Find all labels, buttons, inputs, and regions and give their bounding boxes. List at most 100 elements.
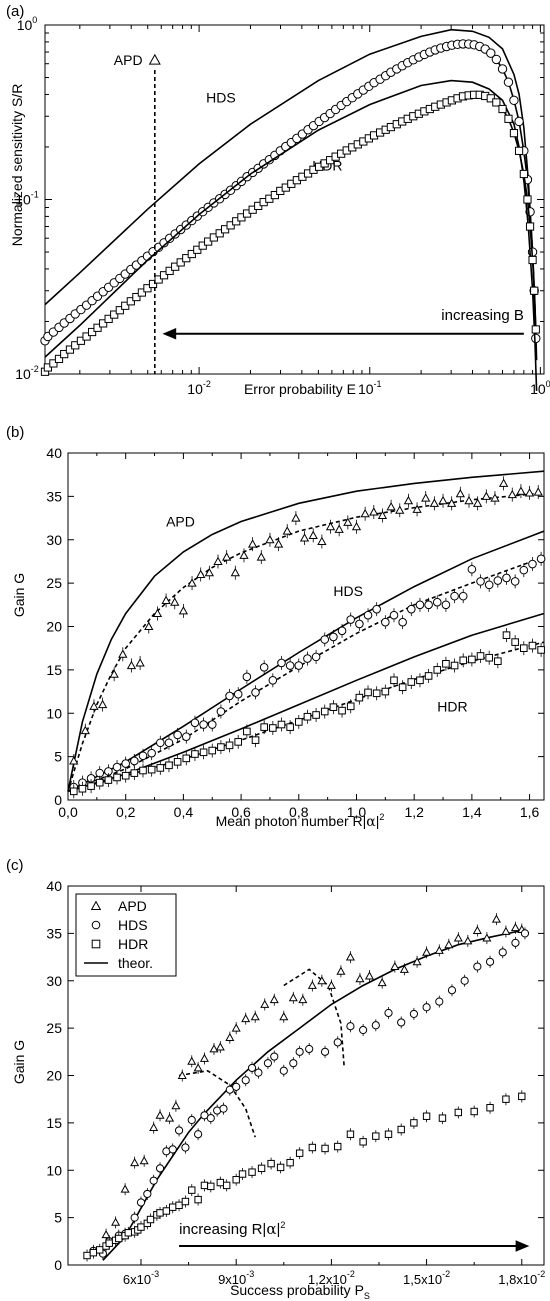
- panel-b-point-apd: [118, 649, 128, 658]
- panel-b-point-apd: [429, 498, 440, 507]
- panel-a-point-hdr: [509, 129, 519, 138]
- panel-b-point-hdr: [450, 661, 459, 670]
- panel-b-point-apd: [239, 550, 249, 559]
- panel-c-ytick-label: 15: [46, 1115, 62, 1131]
- panel-b-point-hdr: [165, 761, 173, 770]
- panel-c-point-hds: [194, 1130, 203, 1139]
- panel-b-ylabel: Gain G: [11, 573, 27, 617]
- panel-b-theory-hds: [67, 530, 545, 793]
- panel-c-point-hds: [498, 948, 507, 957]
- panel-c-point-hds: [289, 1059, 298, 1068]
- panel-b-point-hdr: [147, 765, 156, 774]
- panel-c-xlabel: Success probability PS: [230, 1282, 370, 1301]
- panel-b-xtick-label: 0,4: [174, 804, 194, 820]
- panel-a-point-hdr: [154, 275, 163, 284]
- panel-c-point-hds: [371, 1021, 380, 1030]
- panel-b-point-hdr: [199, 748, 208, 757]
- panel-a-point-hds: [531, 333, 541, 344]
- panel-b-xtick-label: 0,2: [116, 804, 136, 820]
- panel-c-point-apd: [101, 1229, 111, 1239]
- panel-b-point-hds: [381, 617, 390, 627]
- panel-a-point-hds: [486, 48, 496, 58]
- panel-b-label: (b): [6, 424, 24, 441]
- panel-b-point-hds: [484, 580, 494, 590]
- panel-b-ytick-label: 25: [46, 575, 62, 591]
- panel-c-point-apd: [472, 925, 482, 934]
- panel-a-point-hdr: [525, 222, 535, 231]
- panel-b-fit-hds: [67, 556, 545, 793]
- panel-c-point-apd: [111, 1217, 121, 1226]
- panel-b-point-hdr: [511, 638, 519, 646]
- panel-c-point-hdr: [372, 1132, 380, 1140]
- panel-b-point-hdr: [346, 702, 355, 711]
- panel-b-point-hdr: [381, 687, 390, 696]
- panel-b-point-hdr: [390, 676, 398, 685]
- panel-a-point-hdr: [76, 336, 86, 345]
- panel-c-point-apd: [317, 976, 327, 985]
- panel-b-point-hds: [112, 762, 122, 772]
- panel-b-point-hdr: [251, 736, 260, 744]
- panel-c-point-apd: [482, 933, 492, 942]
- panel-b-point-hds: [528, 559, 537, 569]
- panel-c-point-hds: [155, 1164, 165, 1173]
- panel-c-point-apd: [501, 926, 511, 935]
- panel-b-point-hdr: [113, 773, 121, 782]
- panel-b-point-apd: [395, 505, 405, 514]
- panel-c-point-hds: [422, 1003, 431, 1012]
- panel-c-point-hdr: [359, 1138, 367, 1146]
- panel-b-point-hdr: [303, 712, 312, 721]
- panel-b-point-hds: [406, 604, 416, 614]
- panel-b-point-apd: [386, 501, 396, 511]
- panel-a-point-hdr: [54, 354, 64, 364]
- panel-b-point-apd: [438, 495, 448, 505]
- panel-c-point-hds: [219, 1104, 228, 1113]
- panel-a-point-hdr: [530, 286, 539, 295]
- panel-a-point-hdr: [209, 233, 218, 242]
- panel-b-point-hdr: [442, 660, 450, 668]
- panel-c-point-hds: [359, 1025, 368, 1035]
- panel-c-legend-marker-hds: [91, 920, 101, 930]
- panel-c-point-hdr: [384, 1130, 393, 1138]
- panel-b-point-apd: [343, 517, 353, 526]
- panel-b-point-hds: [536, 554, 546, 564]
- panel-b-point-hds: [147, 748, 156, 758]
- panel-b-point-hdr: [182, 754, 191, 763]
- panel-b-ytick-label: 35: [46, 488, 62, 504]
- panel-c-point-hds: [346, 1022, 355, 1031]
- panel-c-legend: APD HDS HDR theor.: [75, 893, 177, 977]
- panel-c-ytick-label: 25: [46, 1020, 62, 1036]
- panel-c-point-apd: [434, 945, 444, 954]
- panel-a-point-hdr: [204, 237, 213, 246]
- panel-c-point-apd: [510, 922, 520, 932]
- panel-b-point-hds: [493, 576, 503, 585]
- panel-a-point-hdr: [60, 350, 69, 359]
- panel-b-point-apd: [161, 595, 171, 605]
- panel-c-ytick-label: 35: [46, 925, 62, 941]
- panel-b-xtick-label: 1,4: [462, 804, 482, 820]
- panel-c-point-apd: [139, 1156, 149, 1165]
- panel-b-xtick-label: 0,6: [231, 804, 251, 820]
- panel-b-point-hdr: [286, 723, 294, 731]
- panel-b-point-hds: [164, 738, 174, 748]
- panel-b-point-hds: [268, 675, 278, 685]
- panel-a-point-hds: [497, 64, 508, 74]
- panel-b-point-hds: [303, 654, 312, 663]
- panel-b-point-hds: [519, 565, 529, 575]
- panel-b-point-hdr: [338, 706, 346, 715]
- panel-b-ytick-label: 20: [46, 619, 62, 635]
- panel-c-point-apd: [260, 999, 270, 1008]
- panel-a-point-hdr: [514, 146, 524, 155]
- panel-a-xlabel: Error probability E: [244, 381, 356, 397]
- panel-b-hdr-label: HDR: [437, 699, 467, 715]
- panel-b-point-hds: [233, 689, 243, 699]
- panel-b-point-hdr: [537, 646, 545, 654]
- panel-b-point-apd: [256, 552, 266, 561]
- panel-c-point-hds: [206, 1114, 215, 1123]
- panel-a-fit-hds: [44, 43, 537, 342]
- panel-b-point-hdr: [277, 720, 286, 729]
- panel-c-point-hds: [485, 957, 495, 966]
- panel-c-ytick-label: 20: [46, 1068, 62, 1084]
- panel-b-point-hdr: [130, 769, 139, 777]
- panel-b-point-apd: [152, 608, 163, 618]
- panel-a-point-hdr: [65, 345, 75, 354]
